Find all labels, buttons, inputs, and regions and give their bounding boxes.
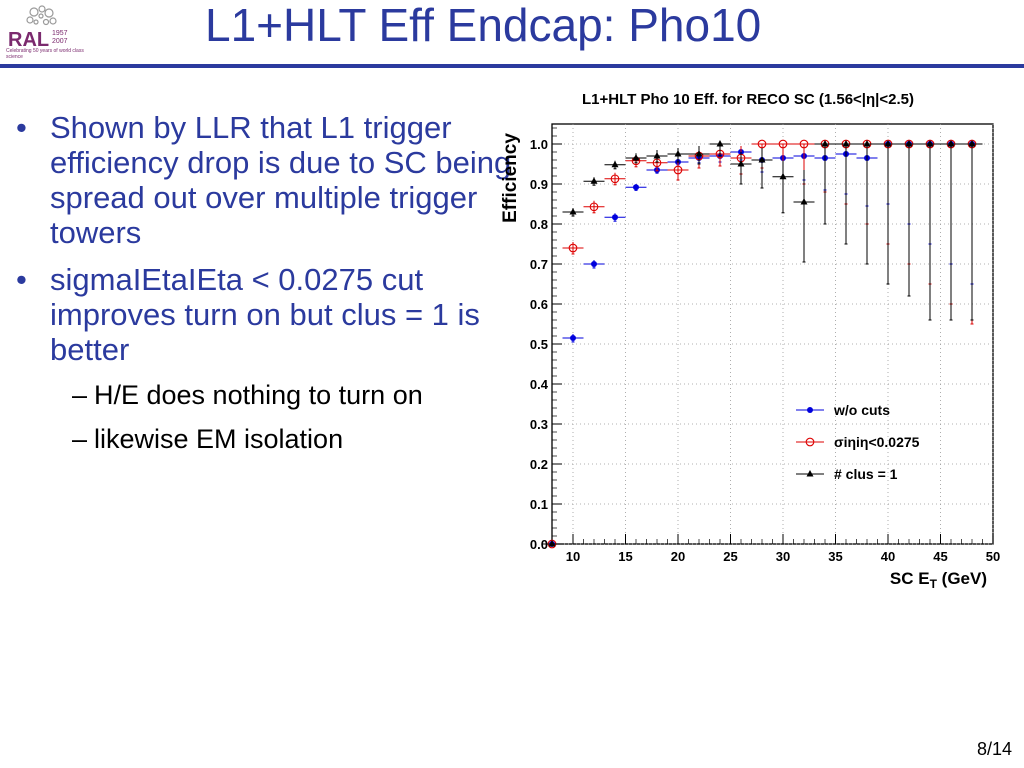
data-point xyxy=(632,154,640,161)
data-point xyxy=(842,140,850,147)
data-point xyxy=(610,174,620,184)
data-point xyxy=(695,150,703,157)
bullet-icon: • xyxy=(16,262,27,297)
logo-years: 1957 2007 xyxy=(52,30,68,45)
data-point xyxy=(905,140,913,147)
data-point xyxy=(947,140,955,147)
bullet-item: • sigmaIEtaIEta < 0.0275 cut improves tur… xyxy=(14,262,514,367)
data-point xyxy=(757,139,767,149)
efficiency-chart: L1+HLT Pho 10 Eff. for RECO SC (1.56<|η|… xyxy=(500,91,1000,591)
data-point xyxy=(863,140,871,147)
bullet-item: • Shown by LLR that L1 trigger efficiency… xyxy=(14,110,514,250)
data-point xyxy=(611,160,619,168)
y-tick-label: 0.5 xyxy=(530,337,548,352)
ral-logo: RAL 1957 2007 Celebrating 50 years of wor… xyxy=(6,5,84,60)
sub-bullet-item: – H/E does nothing to turn on xyxy=(14,379,514,411)
sub-bullet-text: likewise EM isolation xyxy=(94,424,344,454)
slide-title: L1+HLT Eff Endcap: Pho10 xyxy=(205,0,762,51)
legend-label: w/o cuts xyxy=(833,402,890,418)
y-tick-label: 0.3 xyxy=(530,417,548,432)
y-tick-label: 0.7 xyxy=(530,257,548,272)
legend-marker-red xyxy=(805,437,815,447)
bullet-list: • Shown by LLR that L1 trigger efficiency… xyxy=(14,110,514,467)
x-tick-label: 25 xyxy=(723,549,737,564)
data-point xyxy=(737,160,745,167)
data-point xyxy=(569,208,577,215)
data-point xyxy=(673,165,683,175)
data-point xyxy=(968,140,976,147)
chart-title: L1+HLT Pho 10 Eff. for RECO SC (1.56<|η|… xyxy=(582,91,914,108)
x-tick-label: 45 xyxy=(933,549,947,564)
bullet-icon: • xyxy=(16,110,27,145)
data-point xyxy=(674,150,682,157)
x-tick-label: 10 xyxy=(566,549,580,564)
sub-bullet-item: – likewise EM isolation xyxy=(14,423,514,455)
data-point xyxy=(568,243,578,253)
y-tick-label: 0.1 xyxy=(530,497,548,512)
title-divider xyxy=(0,64,1024,68)
data-point xyxy=(653,152,661,159)
y-tick-label: 0.6 xyxy=(530,297,548,312)
legend-marker-blue xyxy=(807,407,813,413)
sub-bullet-text: H/E does nothing to turn on xyxy=(94,380,423,410)
data-point xyxy=(591,261,597,267)
data-point xyxy=(589,202,599,212)
data-point xyxy=(799,139,809,149)
x-tick-label: 30 xyxy=(776,549,790,564)
logo-tagline: Celebrating 50 years of world class scie… xyxy=(6,48,84,60)
bullet-text: Shown by LLR that L1 trigger efficiency … xyxy=(50,110,512,250)
x-tick-label: 35 xyxy=(828,549,842,564)
x-tick-label: 15 xyxy=(618,549,632,564)
legend-marker-black xyxy=(806,470,814,477)
plot-frame xyxy=(551,123,994,545)
x-tick-label: 40 xyxy=(881,549,895,564)
legend-label: σiηiη<0.0275 xyxy=(834,434,920,450)
dash-icon: – xyxy=(72,380,88,410)
x-tick-label: 50 xyxy=(986,549,1000,564)
data-point xyxy=(716,140,724,147)
data-point xyxy=(884,140,892,147)
legend: w/o cuts σiηiη<0.0275 # clus = 1 xyxy=(796,402,920,482)
data-point xyxy=(570,335,576,341)
y-axis-label: Efficiency xyxy=(500,133,521,223)
y-tick-label: 0.8 xyxy=(530,217,548,232)
logo-circles-icon xyxy=(26,5,57,26)
x-tick-label: 20 xyxy=(671,549,685,564)
data-point xyxy=(758,156,766,163)
data-point xyxy=(800,198,808,205)
data-point xyxy=(590,177,598,184)
y-tick-label: 0.2 xyxy=(530,457,548,472)
data-point xyxy=(926,140,934,147)
y-tick-label: 0.9 xyxy=(530,177,548,192)
data-point xyxy=(821,140,829,147)
data-point xyxy=(612,214,618,221)
bullet-text: sigmaIEtaIEta < 0.0275 cut improves turn… xyxy=(50,262,480,367)
legend-label: # clus = 1 xyxy=(834,466,898,482)
dash-icon: – xyxy=(72,424,88,454)
data-point xyxy=(548,540,556,547)
y-tick-label: 0.4 xyxy=(530,377,549,392)
data-point xyxy=(633,184,639,191)
x-axis-label: SC ET (GeV) xyxy=(890,569,987,591)
logo-text: RAL xyxy=(8,29,49,51)
page-number: 8/14 xyxy=(976,739,1012,759)
data-point xyxy=(779,172,787,180)
series-black xyxy=(541,140,983,547)
y-tick-label: 1.0 xyxy=(530,137,548,152)
data-point xyxy=(778,139,788,149)
y-tick-label: 0.0 xyxy=(530,537,548,552)
